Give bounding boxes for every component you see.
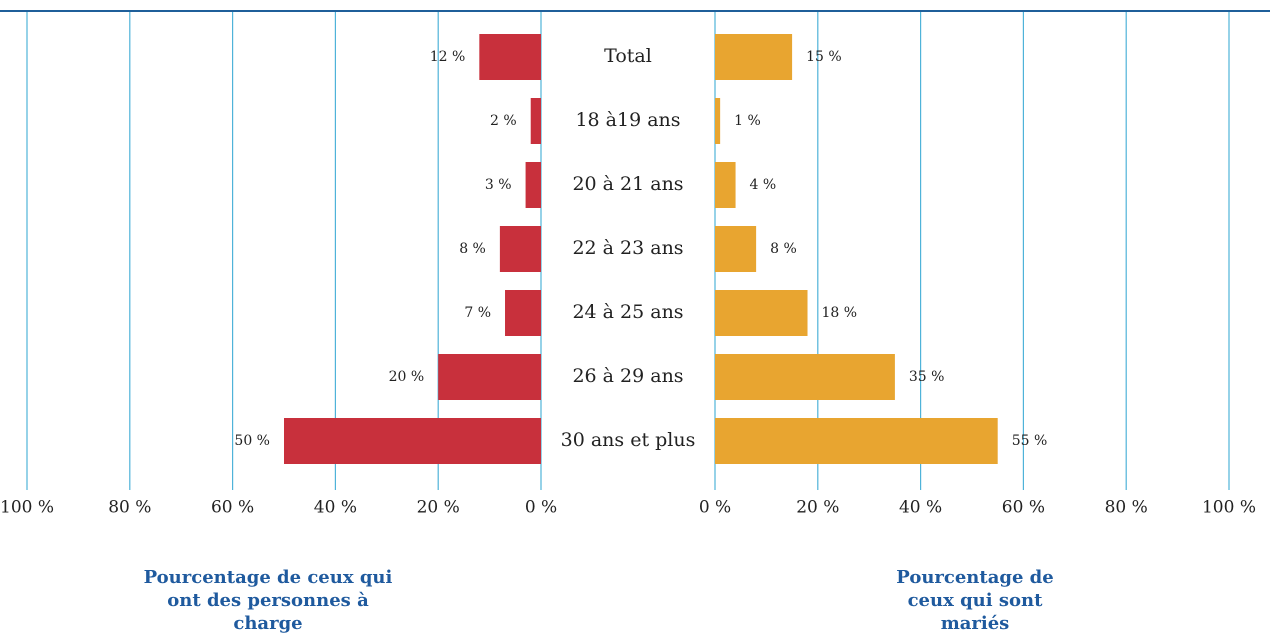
bar [715, 162, 736, 208]
page: 0 % 20 % 40 % 60 % 80 % 100 % 0 % 20 % 40 % 60 % 8… [0, 10, 1270, 634]
x-tick-label: 20 % [796, 498, 839, 518]
value-label: 2 % [490, 113, 517, 129]
x-tick-label: 40 % [314, 498, 357, 518]
category-label: 26 à 29 ans [572, 365, 683, 387]
x-tick-label: 0 % [699, 498, 731, 518]
value-label: 4 % [750, 177, 777, 193]
x-tick-label: 80 % [1105, 498, 1148, 518]
x-tick-label: 20 % [417, 498, 460, 518]
value-label: 12 % [430, 49, 466, 65]
value-label: 18 % [822, 305, 858, 321]
value-label: 20 % [389, 369, 425, 385]
value-label: 7 % [464, 305, 491, 321]
x-tick-label: 40 % [899, 498, 942, 518]
x-tick-label: 80 % [108, 498, 151, 518]
bar [715, 418, 998, 464]
bar [715, 354, 895, 400]
value-label: 8 % [770, 241, 797, 257]
x-tick-label: 100 % [1202, 498, 1256, 518]
value-label: 35 % [909, 369, 945, 385]
chart: 0 % 20 % 40 % 60 % 80 % 100 % 0 % 20 % 40 % 60 % 8… [0, 10, 1270, 518]
bar [438, 354, 541, 400]
category-label: 18 à19 ans [575, 109, 680, 131]
bar [715, 34, 793, 80]
x-tick-label: 60 % [211, 498, 254, 518]
value-label: 50 % [234, 433, 270, 449]
bar [530, 98, 541, 144]
x-tick-label: 100 % [0, 498, 54, 518]
category-label: Total [604, 45, 652, 67]
bar [505, 290, 541, 336]
value-label: 1 % [734, 113, 761, 129]
bar [499, 226, 541, 272]
value-label: 3 % [485, 177, 512, 193]
right-axis-title: Pourcentage de ceux qui sont mariés [896, 567, 1054, 634]
value-label: 15 % [806, 49, 842, 65]
bar [284, 418, 541, 464]
value-label: 55 % [1012, 433, 1048, 449]
bar [479, 34, 541, 80]
bar [525, 162, 541, 208]
value-label: 8 % [459, 241, 486, 257]
category-label: 22 à 23 ans [572, 237, 683, 259]
left-axis-title: Pourcentage de ceux qui ont des personne… [143, 567, 393, 634]
category-label: 30 ans et plus [561, 429, 696, 451]
x-tick-label: 0 % [525, 498, 557, 518]
category-label: 24 à 25 ans [572, 301, 683, 323]
bar [715, 98, 721, 144]
bar [715, 226, 757, 272]
category-label: 20 à 21 ans [572, 173, 683, 195]
bar [715, 290, 808, 336]
x-tick-label: 60 % [1002, 498, 1045, 518]
